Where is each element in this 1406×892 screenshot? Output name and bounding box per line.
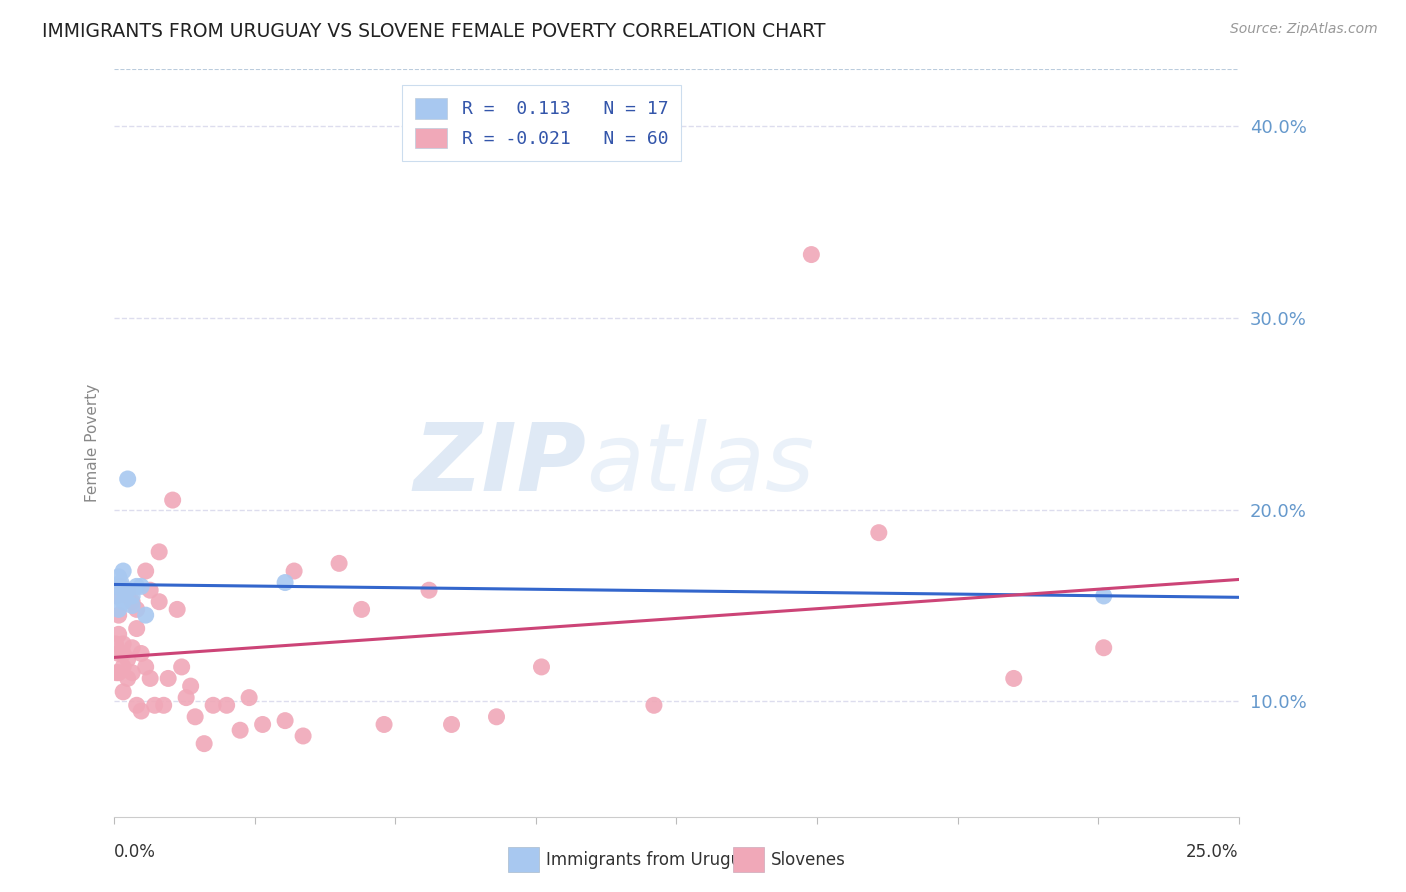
Point [148, 545, 170, 559]
Point [418, 583, 440, 598]
Point [107, 602, 129, 616]
Point [107, 589, 129, 603]
Point [121, 665, 143, 680]
Point [112, 637, 135, 651]
Point [1002, 672, 1025, 686]
Point [148, 595, 170, 609]
Point [292, 729, 315, 743]
Point [110, 575, 132, 590]
Text: 25.0%: 25.0% [1187, 843, 1239, 862]
Point [350, 602, 373, 616]
Point [162, 493, 184, 508]
Point [125, 622, 148, 636]
Point [107, 608, 129, 623]
Point [643, 698, 665, 713]
Point [117, 583, 139, 598]
Point [117, 472, 139, 486]
Point [485, 710, 508, 724]
Point [121, 595, 143, 609]
Point [274, 575, 297, 590]
Point [105, 579, 128, 593]
Point [274, 714, 297, 728]
Point [174, 690, 197, 705]
Y-axis label: Female Poverty: Female Poverty [86, 384, 100, 501]
Point [112, 685, 135, 699]
Point [110, 579, 132, 593]
Point [129, 704, 152, 718]
Point [117, 672, 139, 686]
Point [125, 602, 148, 616]
Text: Source: ZipAtlas.com: Source: ZipAtlas.com [1230, 22, 1378, 37]
Point [135, 660, 157, 674]
Point [112, 595, 135, 609]
Point [112, 647, 135, 661]
Point [107, 647, 129, 661]
Point [252, 717, 274, 731]
Text: ZIP: ZIP [413, 419, 586, 511]
Point [125, 579, 148, 593]
Text: atlas: atlas [586, 419, 814, 510]
Point [112, 583, 135, 598]
Point [202, 698, 225, 713]
Point [180, 679, 202, 693]
Point [125, 698, 148, 713]
Text: Immigrants from Uruguay: Immigrants from Uruguay [546, 851, 761, 869]
Point [1092, 589, 1115, 603]
Text: 0.0%: 0.0% [114, 843, 156, 862]
Point [530, 660, 553, 674]
Point [328, 557, 350, 571]
Point [238, 690, 260, 705]
Point [104, 637, 127, 651]
Point [112, 564, 135, 578]
Point [129, 579, 152, 593]
Point [1092, 640, 1115, 655]
Point [105, 589, 128, 603]
Legend: R =  0.113   N = 17, R = -0.021   N = 60: R = 0.113 N = 17, R = -0.021 N = 60 [402, 85, 681, 161]
Point [117, 583, 139, 598]
Point [135, 564, 157, 578]
Point [157, 672, 180, 686]
Point [117, 652, 139, 666]
Point [107, 570, 129, 584]
Point [121, 589, 143, 603]
Point [193, 737, 215, 751]
Point [143, 698, 166, 713]
Point [121, 640, 143, 655]
Point [373, 717, 395, 731]
Point [215, 698, 238, 713]
Point [107, 627, 129, 641]
Point [166, 602, 188, 616]
Point [117, 589, 139, 603]
Point [105, 665, 128, 680]
Point [283, 564, 305, 578]
Point [121, 599, 143, 613]
Point [107, 665, 129, 680]
Point [800, 247, 823, 261]
Point [184, 710, 207, 724]
Point [112, 660, 135, 674]
Point [229, 723, 252, 738]
Point [139, 583, 162, 598]
Point [139, 672, 162, 686]
Point [129, 647, 152, 661]
Point [868, 525, 890, 540]
Point [170, 660, 193, 674]
Text: Slovenes: Slovenes [770, 851, 845, 869]
Point [440, 717, 463, 731]
Point [135, 608, 157, 623]
Text: IMMIGRANTS FROM URUGUAY VS SLOVENE FEMALE POVERTY CORRELATION CHART: IMMIGRANTS FROM URUGUAY VS SLOVENE FEMAL… [42, 22, 825, 41]
Point [152, 698, 174, 713]
